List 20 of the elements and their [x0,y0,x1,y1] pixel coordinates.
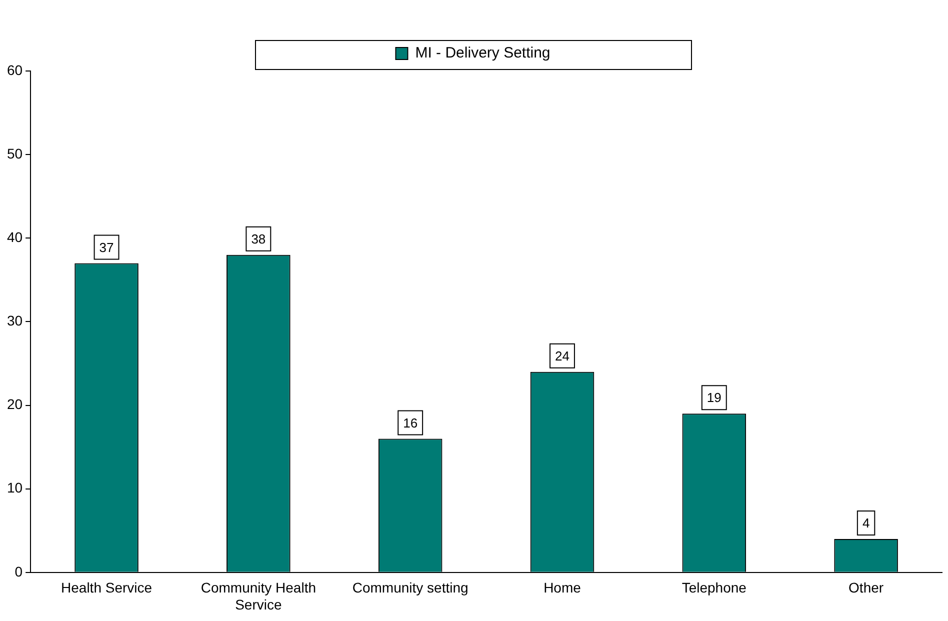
data-label: 4 [862,516,870,531]
data-label: 38 [251,231,266,246]
y-tick-label: 30 [6,312,23,329]
data-label: 37 [99,240,114,255]
y-tick-label: 10 [6,480,23,496]
y-tick-label: 40 [6,228,23,245]
x-tick-label: Other [848,580,884,596]
x-tick-label: Health Service [61,580,152,596]
y-tick-label: 50 [6,145,23,162]
x-tick-label: Telephone [682,580,747,596]
data-label: 24 [555,348,570,364]
legend-label: MI - Delivery Setting [415,44,550,62]
x-tick-label: Community Health Service [200,580,316,612]
y-tick-label: 20 [6,396,23,412]
data-label: 19 [706,390,722,406]
data-label: 16 [403,415,418,430]
y-tick-label: 60 [6,62,23,78]
x-tick-label: Community setting [352,580,468,596]
y-tick-label: 0 [14,563,23,580]
x-tick-label: Home [544,580,582,596]
